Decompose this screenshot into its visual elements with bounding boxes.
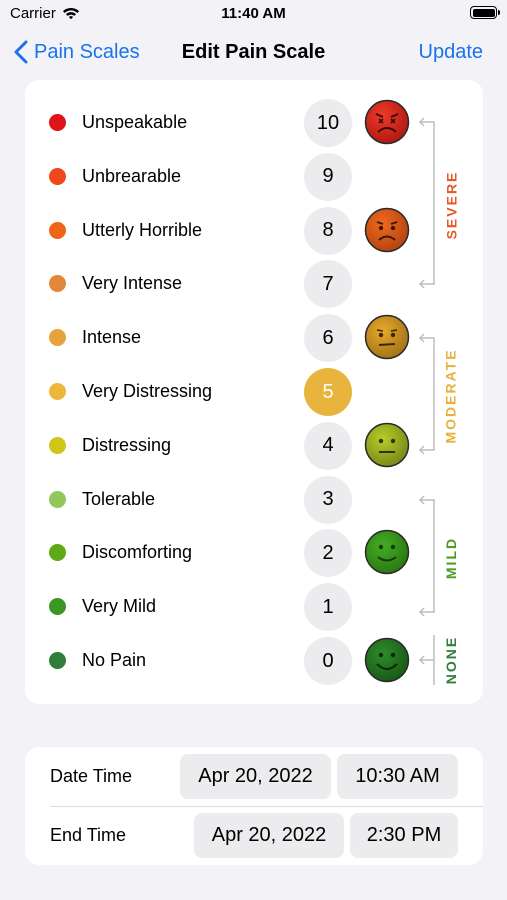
pain-level-label: Very Distressing xyxy=(82,381,213,401)
pain-value-button[interactable]: 2 xyxy=(304,529,352,578)
pain-value-button[interactable]: 7 xyxy=(304,260,352,309)
carrier-indicator: Carrier xyxy=(10,5,80,22)
chevron-left-icon xyxy=(14,40,28,64)
pain-level-color-dot xyxy=(49,329,66,347)
pain-level-label: Very Mild xyxy=(82,596,157,617)
pain-level-label: Discomforting xyxy=(82,542,193,563)
end-date-picker[interactable]: Apr 20, 2022 xyxy=(194,813,344,858)
face-happy-icon xyxy=(364,637,410,683)
status-bar: Carrier 11:40 AM xyxy=(0,0,507,30)
pain-level-label: Distressing xyxy=(82,434,172,455)
pain-level-row[interactable]: Utterly Horrible 8 xyxy=(25,206,483,255)
pain-level-row[interactable]: Intense 6 xyxy=(25,314,483,363)
pain-level-color-dot xyxy=(49,167,66,185)
end-time-picker[interactable]: 2:30 PM xyxy=(350,813,458,858)
pain-level-row[interactable]: No Pain 0 xyxy=(25,637,483,685)
divider xyxy=(50,806,483,807)
pain-level-label: Utterly Horrible xyxy=(82,219,203,240)
pain-level-row[interactable]: Unbrearable 9 xyxy=(25,152,483,201)
date-time-row: Date Time Apr 20, 2022 10:30 AM xyxy=(25,747,483,806)
carrier-label: Carrier xyxy=(10,5,56,22)
wifi-icon xyxy=(62,7,79,20)
pain-value-button[interactable]: 4 xyxy=(304,421,352,470)
pain-level-row[interactable]: Discomforting 2 xyxy=(25,529,483,578)
pain-value-button[interactable]: 10 xyxy=(304,99,352,147)
pain-level-color-dot xyxy=(49,221,66,239)
pain-level-label: Intense xyxy=(82,327,142,348)
battery-icon xyxy=(470,6,500,19)
end-time-label: End Time xyxy=(50,825,127,845)
face-neutral-icon xyxy=(364,422,410,468)
pain-level-label: Tolerable xyxy=(82,488,156,509)
pain-level-color-dot xyxy=(49,652,66,669)
pain-level-color-dot xyxy=(49,275,66,293)
pain-level-color-dot xyxy=(49,383,66,400)
pain-value-button[interactable]: 6 xyxy=(304,314,352,363)
face-crying-icon xyxy=(364,99,410,145)
pain-value-button[interactable]: 9 xyxy=(304,152,352,201)
back-button[interactable]: Pain Scales xyxy=(14,40,140,64)
pain-level-row[interactable]: Tolerable 3 xyxy=(25,475,483,524)
face-uneasy-icon xyxy=(364,314,410,360)
pain-value-button[interactable]: 0 xyxy=(304,637,352,685)
update-button[interactable]: Update xyxy=(418,41,484,63)
face-sad-icon xyxy=(364,207,410,253)
pain-level-color-dot xyxy=(49,598,66,616)
pain-value-button[interactable]: 8 xyxy=(304,206,352,255)
pain-level-label: Unbrearable xyxy=(82,165,182,186)
pain-scale-card: SEVERE MODERATE MILD NONE Unspeakable 10 U… xyxy=(25,80,483,704)
pain-level-color-dot xyxy=(49,544,66,562)
face-smile-icon xyxy=(364,529,410,575)
start-date-picker[interactable]: Apr 20, 2022 xyxy=(180,754,331,799)
status-time: 11:40 AM xyxy=(221,5,286,22)
pain-value-button[interactable]: 1 xyxy=(304,583,352,632)
pain-level-label: Unspeakable xyxy=(82,112,188,132)
pain-level-label: No Pain xyxy=(82,650,147,670)
time-card: Date Time Apr 20, 2022 10:30 AM End Time… xyxy=(25,747,483,865)
pain-level-color-dot xyxy=(49,490,66,508)
pain-value-button[interactable]: 5 xyxy=(304,368,352,416)
pain-level-row[interactable]: Very Mild 1 xyxy=(25,583,483,632)
pain-level-color-dot xyxy=(49,436,66,454)
pain-value-button[interactable]: 3 xyxy=(304,475,352,524)
back-button-label: Pain Scales xyxy=(34,40,140,63)
pain-level-color-dot xyxy=(49,114,66,131)
date-time-label: Date Time xyxy=(50,766,133,786)
end-time-row: End Time Apr 20, 2022 2:30 PM xyxy=(25,806,483,865)
pain-level-row[interactable]: Very Distressing 5 xyxy=(25,368,483,416)
navigation-bar: Pain Scales Edit Pain Scale Update xyxy=(0,30,507,76)
start-time-picker[interactable]: 10:30 AM xyxy=(337,754,458,799)
pain-level-row[interactable]: Distressing 4 xyxy=(25,421,483,470)
pain-level-label: Very Intense xyxy=(82,273,183,294)
pain-level-row[interactable]: Very Intense 7 xyxy=(25,260,483,309)
pain-level-row[interactable]: Unspeakable 10 xyxy=(25,99,483,147)
